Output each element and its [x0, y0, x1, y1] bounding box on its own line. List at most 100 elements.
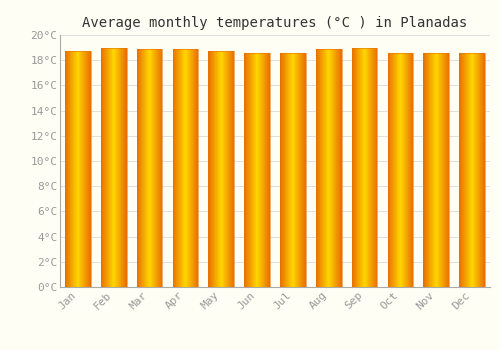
Bar — [446, 52, 447, 287]
Bar — [372, 48, 373, 287]
Bar — [409, 52, 410, 287]
Bar — [434, 52, 435, 287]
Bar — [177, 49, 178, 287]
Bar — [221, 51, 222, 287]
Bar — [297, 52, 298, 287]
Bar — [232, 51, 233, 287]
Bar — [246, 52, 247, 287]
Bar — [436, 52, 437, 287]
Bar — [153, 49, 154, 287]
Bar — [433, 52, 434, 287]
Bar — [376, 48, 377, 287]
Bar — [298, 52, 300, 287]
Bar — [410, 52, 412, 287]
Bar — [74, 51, 76, 287]
Bar — [78, 51, 79, 287]
Bar — [322, 49, 323, 287]
Bar — [356, 48, 357, 287]
Bar — [316, 49, 342, 287]
Bar — [318, 49, 319, 287]
Bar — [371, 48, 372, 287]
Bar — [352, 48, 378, 287]
Bar — [181, 49, 182, 287]
Bar — [188, 49, 190, 287]
Bar — [185, 49, 186, 287]
Bar — [352, 48, 353, 287]
Bar — [370, 48, 371, 287]
Bar — [459, 52, 460, 287]
Bar — [143, 49, 144, 287]
Bar — [470, 52, 471, 287]
Bar — [174, 49, 175, 287]
Bar — [428, 52, 429, 287]
Bar — [481, 52, 482, 287]
Bar — [211, 51, 212, 287]
Bar — [429, 52, 430, 287]
Bar — [338, 49, 339, 287]
Bar — [83, 51, 84, 287]
Bar — [287, 52, 288, 287]
Bar — [161, 49, 162, 287]
Bar — [390, 52, 392, 287]
Bar — [464, 52, 465, 287]
Bar — [106, 48, 108, 287]
Bar — [85, 51, 86, 287]
Bar — [300, 52, 302, 287]
Bar — [268, 52, 270, 287]
Bar — [119, 48, 120, 287]
Bar — [101, 48, 126, 287]
Bar — [191, 49, 192, 287]
Bar — [178, 49, 179, 287]
Bar — [248, 52, 250, 287]
Bar — [80, 51, 81, 287]
Bar — [196, 49, 197, 287]
Bar — [304, 52, 305, 287]
Bar — [252, 52, 253, 287]
Bar — [148, 49, 149, 287]
Bar — [210, 51, 211, 287]
Bar — [209, 51, 210, 287]
Bar — [76, 51, 78, 287]
Bar — [257, 52, 258, 287]
Bar — [87, 51, 88, 287]
Bar — [156, 49, 158, 287]
Bar — [400, 52, 401, 287]
Bar — [329, 49, 330, 287]
Bar — [406, 52, 407, 287]
Bar — [176, 49, 177, 287]
Bar — [182, 49, 183, 287]
Bar — [101, 48, 102, 287]
Bar — [401, 52, 402, 287]
Bar — [476, 52, 477, 287]
Bar — [215, 51, 216, 287]
Bar — [71, 51, 72, 287]
Bar — [142, 49, 143, 287]
Bar — [373, 48, 374, 287]
Bar — [261, 52, 262, 287]
Bar — [150, 49, 151, 287]
Bar — [289, 52, 290, 287]
Bar — [303, 52, 304, 287]
Bar — [444, 52, 446, 287]
Bar — [124, 48, 126, 287]
Bar — [90, 51, 91, 287]
Bar — [259, 52, 260, 287]
Bar — [280, 52, 281, 287]
Bar — [447, 52, 448, 287]
Bar — [109, 48, 110, 287]
Bar — [448, 52, 449, 287]
Bar — [365, 48, 366, 287]
Bar — [432, 52, 433, 287]
Bar — [340, 49, 341, 287]
Bar — [330, 49, 332, 287]
Bar — [280, 52, 306, 287]
Bar — [218, 51, 220, 287]
Bar — [293, 52, 294, 287]
Bar — [149, 49, 150, 287]
Bar — [212, 51, 213, 287]
Bar — [82, 51, 83, 287]
Bar — [229, 51, 230, 287]
Bar — [84, 51, 85, 287]
Bar — [368, 48, 369, 287]
Bar — [225, 51, 226, 287]
